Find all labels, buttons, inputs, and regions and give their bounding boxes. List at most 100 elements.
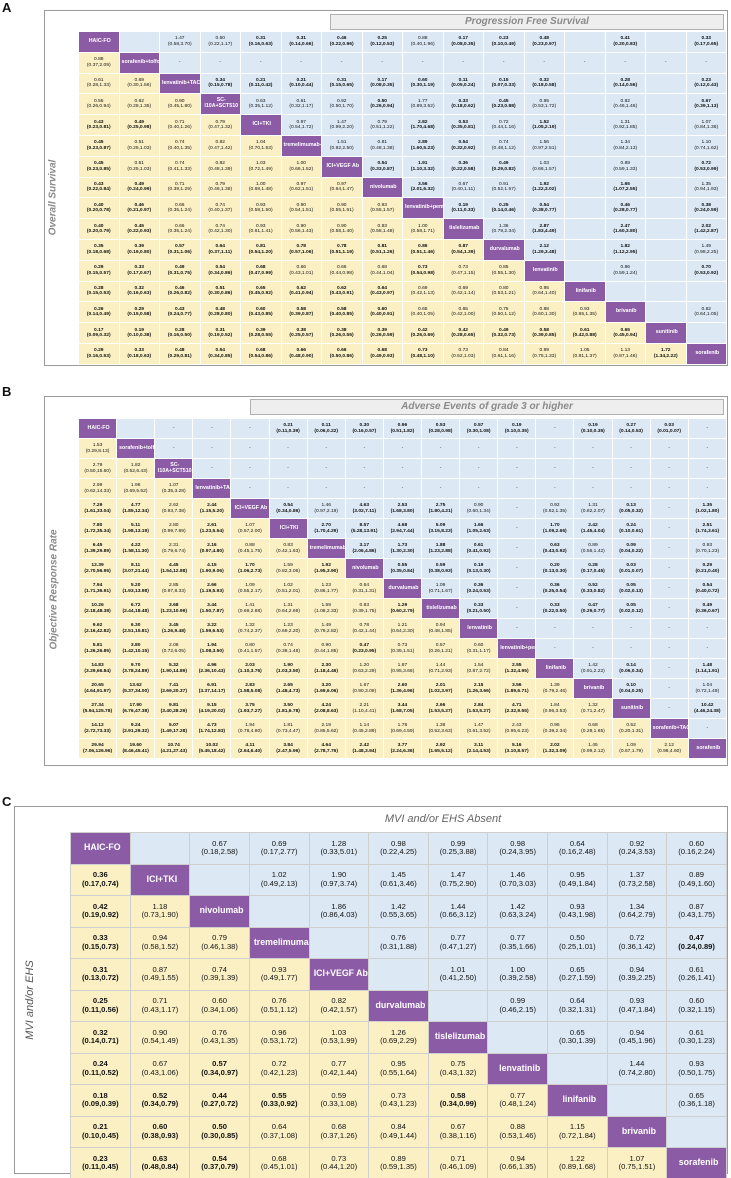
comparison-cell: 1.94 (1.08,3.50) <box>192 638 232 659</box>
comparison-cell: 0.68 (0.37,1.26) <box>308 1115 370 1148</box>
confidence-interval: (0.32,1.17) <box>289 104 314 110</box>
comparison-cell: 0.68 (0.47,0.99) <box>240 259 282 282</box>
comparison-cell: 0.53 (0.28,0.98) <box>420 418 461 439</box>
confidence-interval: (0.69,4.59) <box>390 728 415 734</box>
comparison-cell: 0.39 (0.28,0.55) <box>240 322 282 344</box>
comparison-cell: 0.89 (0.59,1.35) <box>368 1147 429 1178</box>
comparison-cell: 1.41 (0.69,2.88) <box>230 598 270 619</box>
confidence-interval: (1.45,4.04) <box>581 528 605 534</box>
comparison-cell: 0.35 (0.18,0.68) <box>78 238 120 261</box>
comparison-cell: - <box>649 498 689 519</box>
effect-estimate: 4.15 <box>207 563 217 569</box>
effect-estimate: 0.14 <box>626 663 636 669</box>
comparison-cell: 4.15 (1.90,9.06) <box>192 558 232 579</box>
confidence-interval: (0.33,0.92) <box>260 1099 298 1109</box>
confidence-interval: (1.23,5.54) <box>200 528 224 534</box>
effect-estimate: 0.84 <box>498 348 509 354</box>
confidence-interval: (0.53,1.46) <box>499 1130 537 1140</box>
confidence-interval: (0.73,2.58) <box>618 878 656 888</box>
effect-estimate: 0.74 <box>215 223 226 229</box>
confidence-interval: (0.22,0.84) <box>86 187 111 193</box>
comparison-cell: 1.47 (0.75,2.90) <box>427 863 489 896</box>
comparison-cell: 0.62 (0.28,1.35) <box>118 93 160 116</box>
comparison-cell: 0.28 (0.17,0.45) <box>573 558 613 579</box>
comparison-cell: 0.82 (0.46,1.46) <box>604 93 646 116</box>
confidence-interval: (0.43,1.23) <box>380 1099 417 1109</box>
effect-estimate: 1.00 <box>417 223 428 229</box>
confidence-interval: (0.45,1.75) <box>238 548 262 554</box>
comparison-cell: 2.44 (1.15,5.20) <box>192 498 232 519</box>
comparison-cell: 0.84 (0.61,1.16) <box>483 342 525 365</box>
confidence-interval: (0.96,3.53) <box>543 708 567 714</box>
confidence-interval: (0.44,1.20) <box>320 1162 358 1172</box>
comparison-cell: 3.56 (2.01,6.32) <box>402 176 444 199</box>
confidence-interval: (0.51,1.46) <box>410 249 435 255</box>
comparison-cell: 0.78 (0.42,1.44) <box>344 618 384 639</box>
confidence-interval: (0.74,2.80) <box>618 1067 656 1077</box>
confidence-interval: (0.19,0.80) <box>127 249 152 255</box>
confidence-interval: (0.42,1.00) <box>451 312 476 318</box>
confidence-interval: (0.75,2.90) <box>439 878 477 888</box>
confidence-interval: (0.37,1.08) <box>260 1130 298 1140</box>
effect-estimate: 0.74 <box>215 202 226 208</box>
effect-estimate: 0.28 <box>93 285 104 291</box>
confidence-interval: (0.16,0.57) <box>352 428 377 434</box>
matrix-row: 14.12 (2.72,73.33) 9.24 (2.91,29.32) 5.07 (1.… <box>77 718 727 739</box>
effect-estimate: 1.73 <box>397 543 408 549</box>
comparison-cell: 2.42 (1.48,3.94) <box>344 738 384 759</box>
comparison-cell: 1.67 (0.90,3.09) <box>344 678 384 699</box>
effect-estimate: 1.10 <box>701 140 712 146</box>
confidence-interval: (0.42,0.88) <box>572 333 597 339</box>
comparison-cell: 0.38 (0.26,0.55) <box>321 322 363 344</box>
confidence-interval: (0.51,1.22) <box>370 125 395 131</box>
treatment-label: nivolumab <box>189 895 250 928</box>
confidence-interval: (0.79,6.74) <box>161 548 186 554</box>
confidence-interval: (0.25,3.88) <box>439 847 477 857</box>
effect-estimate: 0.54 <box>215 265 226 271</box>
confidence-interval: (0.57,2.00) <box>238 528 262 534</box>
comparison-cell: 0.60 (0.30,1.19) <box>402 72 444 95</box>
effect-estimate: 1.05 <box>579 348 590 354</box>
comparison-cell: - <box>687 618 727 639</box>
confidence-interval: (0.46,1.09) <box>439 1162 477 1172</box>
effect-estimate: 2.84 <box>473 703 484 709</box>
comparison-cell: 0.82 (0.47,1.42) <box>199 134 241 157</box>
confidence-interval: (0.34,0.85) <box>208 353 233 359</box>
comparison-cell <box>308 926 370 959</box>
effect-estimate: 0.71 <box>174 119 185 125</box>
confidence-interval: (0.34,0.86) <box>208 270 233 276</box>
matrix-row: 0.17 (0.09,0.32) 0.19 (0.10,0.38) 0.28 (0.16,… <box>78 322 727 344</box>
comparison-cell: 2.84 (1.53,5.27) <box>459 698 499 719</box>
confidence-interval: (0.70,3.03) <box>499 878 537 888</box>
confidence-interval: (0.02,0.12) <box>619 608 643 614</box>
confidence-interval: (0.25,1.01) <box>558 941 596 951</box>
effect-estimate: 1.49 <box>701 244 712 250</box>
confidence-interval: (0.30,1.56) <box>127 83 152 89</box>
comparison-cell: 0.95 (0.49,1.84) <box>547 863 608 896</box>
comparison-cell: 0.83 (0.42,1.63) <box>268 538 308 559</box>
effect-estimate: 0.05 <box>626 583 636 589</box>
confidence-interval: (0.22,0.50) <box>543 608 567 614</box>
confidence-interval: (0.36,1.42) <box>618 941 656 951</box>
effect-estimate: 0.88 <box>539 306 550 312</box>
comparison-cell: 0.66 (0.35,1.24) <box>159 218 201 240</box>
confidence-interval: (0.26,0.82) <box>167 291 192 297</box>
effect-estimate: 3.56 <box>511 683 522 689</box>
confidence-interval: (0.26,0.94) <box>370 104 395 110</box>
confidence-interval: (0.20,0.83) <box>613 41 638 47</box>
comparison-cell: 1.49 (0.79,2.82) <box>306 618 346 639</box>
confidence-interval: (0.10,0.49) <box>491 41 516 47</box>
confidence-interval: (0.75,1.51) <box>618 1162 656 1172</box>
effect-estimate: 1.72 <box>660 348 671 354</box>
comparison-cell: 2.66 (1.53,5.27) <box>420 698 461 719</box>
confidence-interval: (0.43,0.92) <box>543 548 567 554</box>
comparison-cell: 0.17 (0.08,0.35) <box>361 72 403 95</box>
effect-estimate: 0.43 <box>93 119 104 125</box>
confidence-interval: (1.70,4.68) <box>410 125 435 131</box>
comparison-cell: 0.33 (0.15,0.73) <box>70 926 131 959</box>
effect-estimate: 0.21 <box>255 78 266 83</box>
treatment-label: SC-I10A+SCT510 <box>154 458 194 479</box>
effect-estimate: 1.88 <box>435 543 446 549</box>
effect-estimate: 3.56 <box>417 181 428 187</box>
comparison-cell: 2.21 (1.10,4.41) <box>344 698 384 719</box>
